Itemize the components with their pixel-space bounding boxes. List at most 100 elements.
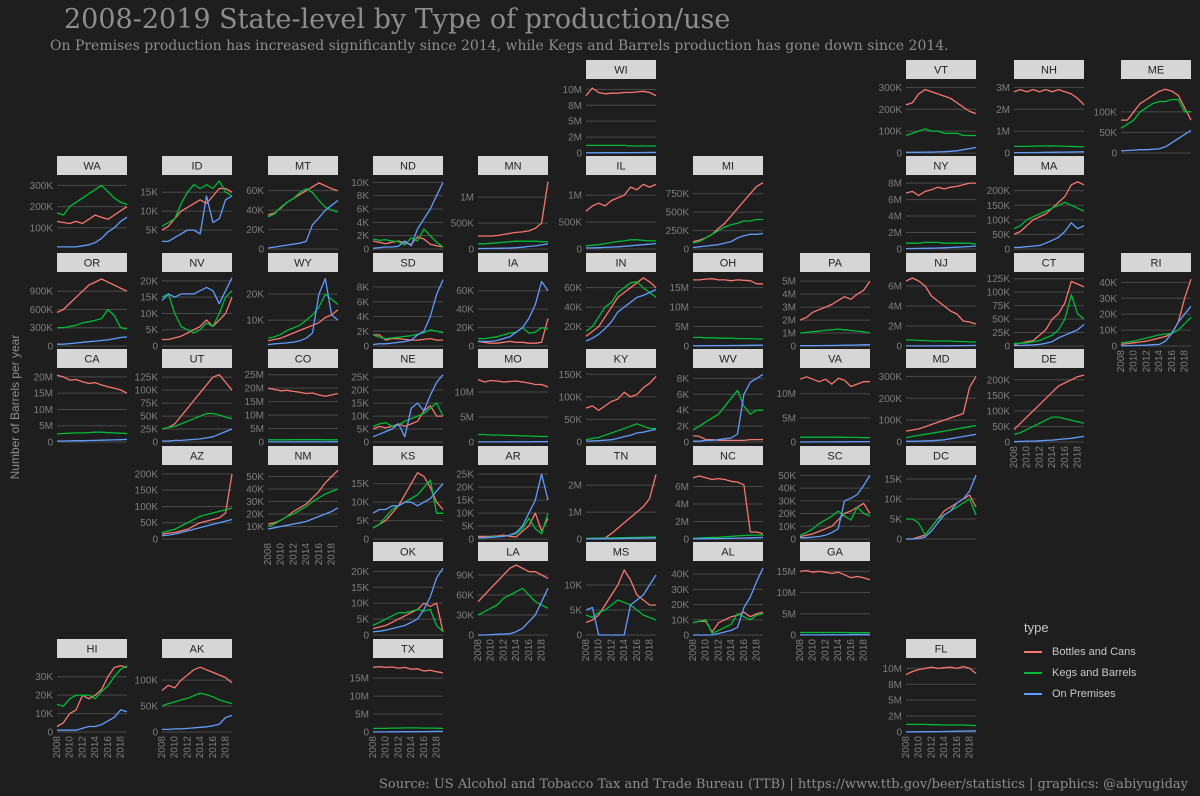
y-tick-dc: 15K	[884, 475, 902, 486]
series-line-md-kegs	[905, 424, 977, 439]
series-line-az-kegs	[161, 507, 233, 534]
series-line-ms-onprem	[585, 574, 657, 636]
x-tick-la: 2016	[524, 639, 535, 662]
y-tick-nc: 6M	[675, 482, 689, 493]
y-tick-ct: 125K	[987, 274, 1011, 285]
series-line-nm-kegs	[267, 488, 339, 528]
y-tick-nd: 8K	[357, 191, 370, 202]
series-line-dc-kegs	[906, 498, 977, 536]
x-tick-al: 2018	[752, 639, 763, 662]
x-tick-tx: 2018	[432, 736, 443, 759]
x-tick-nm: 2010	[276, 543, 287, 566]
series-line-ia-onprem	[478, 280, 549, 343]
y-tick-ut: 125K	[135, 373, 159, 384]
series-line-ca-kegs	[56, 431, 128, 435]
y-tick-nh: 2M	[996, 105, 1010, 116]
y-tick-tx: 15M	[350, 674, 369, 685]
panel-strip-ia	[478, 253, 548, 272]
y-tick-de: 50K	[992, 422, 1010, 433]
y-tick-mi: 500K	[666, 208, 690, 219]
series-line-va-bottles	[799, 376, 870, 388]
chart-subtitle: On Premises production has increased sig…	[50, 38, 949, 54]
series-line-nm-bottles	[267, 469, 339, 525]
legend-key-kegs	[1024, 671, 1042, 674]
y-tick-pa: 4M	[782, 290, 796, 301]
panel-az: AZ 0 50K 100K 150K 200K	[135, 446, 233, 546]
y-tick-nm: 40K	[246, 485, 264, 496]
y-tick-va: 10M	[777, 389, 796, 400]
series-line-me-kegs	[1120, 98, 1191, 129]
y-tick-or: 300K	[30, 323, 54, 334]
y-tick-tn: 2M	[568, 481, 582, 492]
panel-strip-label-va: VA	[828, 354, 843, 366]
series-line-id-bottles	[161, 187, 233, 231]
y-tick-al: 30K	[671, 585, 689, 596]
series-line-nc-onprem	[693, 536, 764, 540]
series-line-wa-bottles	[56, 206, 128, 225]
series-line-wi-kegs	[586, 144, 656, 147]
x-tick-ga: 2018	[859, 639, 870, 662]
y-tick-pa: 3M	[782, 303, 796, 314]
panel-strip-label-or: OR	[84, 258, 101, 270]
y-tick-nd: 2K	[357, 231, 370, 242]
y-tick-ut: 25K	[140, 425, 158, 436]
x-tick-ri: 2014	[1154, 350, 1165, 373]
series-line-ia-bottles	[477, 318, 549, 344]
x-tick-al: 2012	[713, 639, 724, 662]
panel-strip-label-nh: NH	[1041, 65, 1057, 77]
y-tick-ia: 40K	[456, 305, 474, 316]
panel-strip-label-co: CO	[295, 354, 312, 366]
panel-strip-label-ky: KY	[614, 354, 629, 366]
x-tick-nm: 2012	[288, 543, 299, 566]
x-tick-ga: 2012	[820, 639, 831, 662]
legend-key-bottles	[1024, 650, 1042, 653]
y-tick-nm: 10K	[246, 522, 264, 533]
y-tick-sc: 20K	[778, 509, 796, 520]
y-tick-sd: 0	[363, 342, 369, 353]
y-tick-nj: 0	[896, 342, 902, 353]
series-line-pa-kegs	[799, 328, 871, 334]
panel-strip-label-ct: CT	[1042, 258, 1057, 270]
y-tick-nh: 0	[1004, 149, 1010, 160]
series-line-ar-onprem	[478, 473, 549, 539]
panel-strip-label-nd: ND	[400, 161, 416, 173]
panel-strip-me	[1121, 60, 1191, 79]
y-tick-mn: 500K	[451, 219, 475, 230]
series-line-vt-onprem	[906, 146, 977, 153]
y-tick-al: 10K	[671, 615, 689, 626]
panel-strip-ga	[800, 542, 870, 561]
y-tick-ma: 100K	[987, 215, 1011, 226]
y-tick-nh: 1M	[996, 127, 1010, 138]
y-tick-in: 20K	[564, 322, 582, 333]
series-line-nh-bottles	[1013, 88, 1085, 106]
panel-strip-label-ok: OK	[400, 547, 417, 559]
y-tick-co: 25M	[245, 370, 264, 381]
y-tick-or: 600K	[30, 305, 54, 316]
panel-strip-label-me: ME	[1148, 65, 1165, 77]
panel-strip-nm	[268, 446, 338, 465]
y-tick-az: 0	[152, 535, 158, 546]
y-tick-in: 60K	[564, 283, 582, 294]
y-tick-co: 20M	[245, 384, 264, 395]
series-line-me-onprem	[1120, 129, 1192, 152]
panel-strip-label-mo: MO	[504, 354, 522, 366]
x-tick-ms: 2016	[632, 639, 643, 662]
y-tick-al: 20K	[671, 600, 689, 611]
panel-strip-tx	[373, 639, 443, 658]
panel-strip-label-tn: TN	[614, 451, 629, 463]
x-tick-hi: 2018	[116, 736, 127, 759]
x-tick-ak: 2014	[195, 736, 206, 759]
panel-strip-hi	[57, 639, 127, 658]
series-line-ky-onprem	[585, 428, 657, 442]
y-tick-oh: 15M	[670, 283, 689, 294]
panel-strip-label-mt: MT	[295, 161, 311, 173]
y-tick-sd: 8K	[357, 283, 370, 294]
panel-strip-dc	[906, 446, 976, 465]
x-tick-tx: 2010	[381, 736, 392, 759]
y-tick-ny: 8M	[888, 179, 902, 190]
panel-strip-label-ar: AR	[505, 451, 520, 463]
panel-tn: TN 0 1M 2M	[568, 446, 657, 546]
y-tick-ar: 5K	[462, 522, 475, 533]
panel-strip-or	[57, 253, 127, 272]
